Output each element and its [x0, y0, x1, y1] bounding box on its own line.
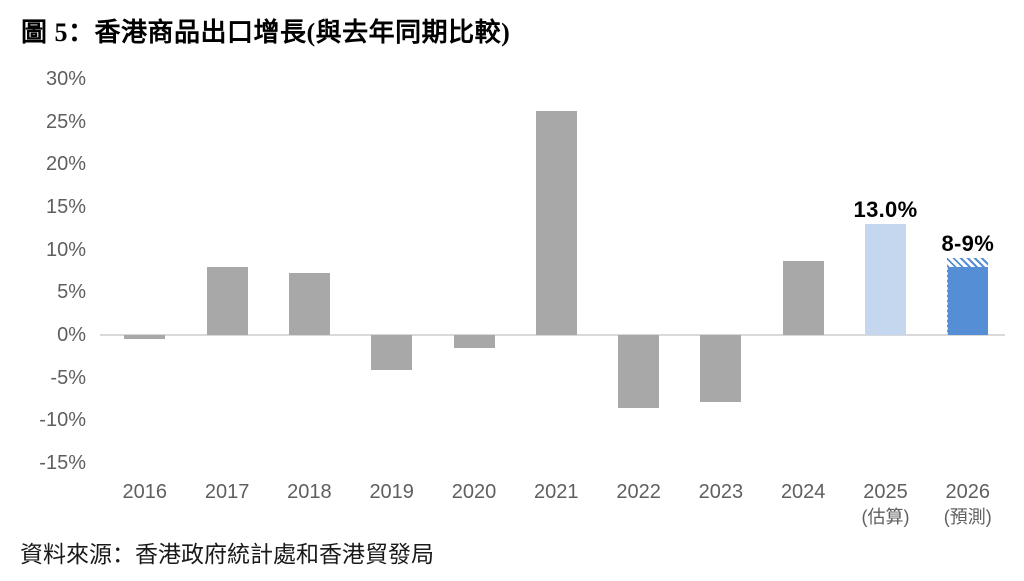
- y-tick--15%: -15%: [39, 451, 86, 474]
- x-sub-label-2026: (預測): [943, 507, 992, 527]
- x-label-2019: 2019: [369, 481, 414, 503]
- bar-2018: [288, 272, 330, 335]
- y-tick--10%: -10%: [39, 409, 86, 432]
- bar-2022: [618, 335, 660, 409]
- page-title: 圖 5：香港商品出口增長(與去年同期比較): [21, 18, 511, 47]
- bar-2017: [206, 266, 248, 335]
- x-label-2026: 2026: [945, 481, 991, 503]
- x-label-2023: 2023: [698, 481, 744, 503]
- zero-axis-line: [100, 334, 1005, 336]
- source-note: 資料來源：香港政府統計處和香港貿發局: [20, 542, 434, 567]
- bar-2025: [865, 224, 906, 335]
- y-tick-30%: 30%: [45, 68, 86, 91]
- x-label-2025: 2025: [863, 481, 908, 503]
- bar-2019: [371, 335, 413, 370]
- x-label-2024: 2024: [780, 481, 826, 503]
- y-tick-5%: 5%: [57, 281, 86, 304]
- annotation-2026: 8-9%: [941, 231, 995, 257]
- x-label-2020: 2020: [451, 481, 497, 503]
- bar-2026: [947, 266, 989, 335]
- bar-2023: [700, 335, 742, 402]
- bar-2024: [782, 260, 824, 335]
- y-tick-10%: 10%: [45, 238, 86, 261]
- annotation-2025: 13.0%: [853, 197, 918, 223]
- x-label-2017: 2017: [204, 481, 250, 503]
- x-sub-label-2025: (估算): [861, 507, 910, 527]
- bar-2020: [453, 335, 495, 348]
- y-tick-15%: 15%: [45, 196, 86, 219]
- bar-2021: [535, 110, 577, 335]
- y-tick--5%: -5%: [50, 366, 86, 389]
- x-label-2021: 2021: [534, 481, 579, 503]
- y-tick-20%: 20%: [45, 153, 86, 176]
- x-label-2018: 2018: [287, 481, 332, 503]
- bar-2026-hatch-range: [947, 258, 989, 267]
- y-tick-25%: 25%: [45, 110, 86, 133]
- bar-2016: [124, 335, 166, 340]
- x-label-2022: 2022: [616, 481, 661, 503]
- x-label-2016: 2016: [122, 481, 168, 503]
- y-tick-0%: 0%: [57, 324, 86, 346]
